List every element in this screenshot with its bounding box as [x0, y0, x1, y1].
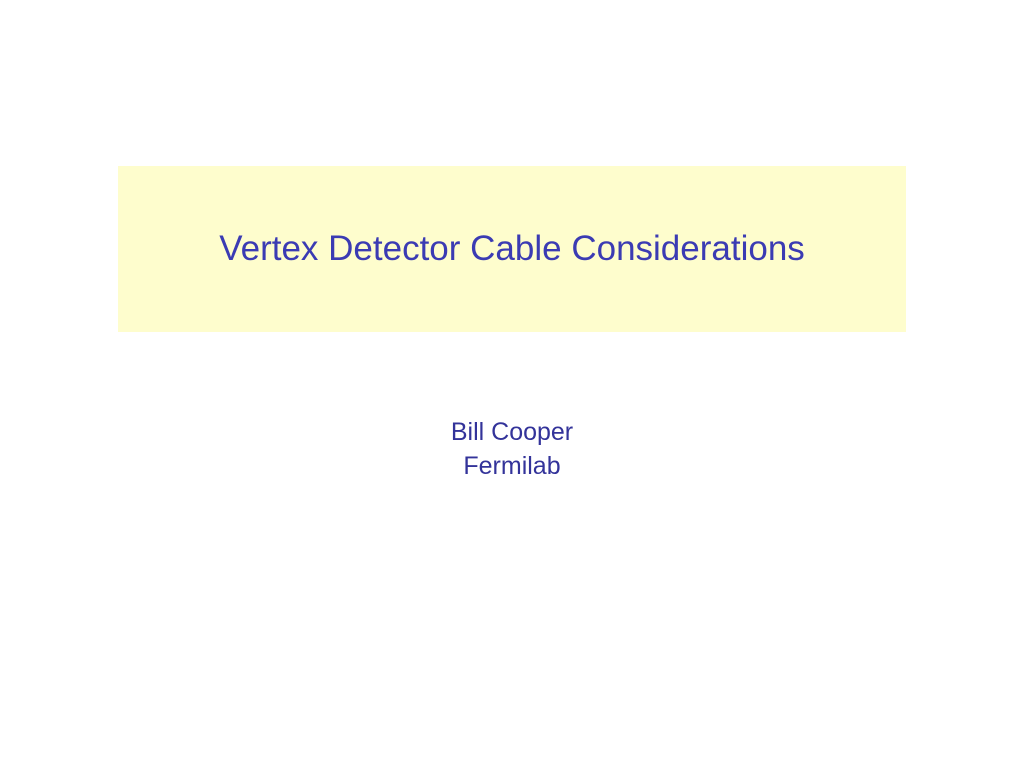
slide: Vertex Detector Cable Considerations Bil…	[0, 0, 1024, 768]
author-name: Bill Cooper	[0, 416, 1024, 450]
author-box: Bill Cooper Fermilab	[0, 416, 1024, 484]
author-affiliation: Fermilab	[0, 450, 1024, 484]
title-box: Vertex Detector Cable Considerations	[118, 166, 906, 332]
slide-title: Vertex Detector Cable Considerations	[219, 229, 805, 269]
